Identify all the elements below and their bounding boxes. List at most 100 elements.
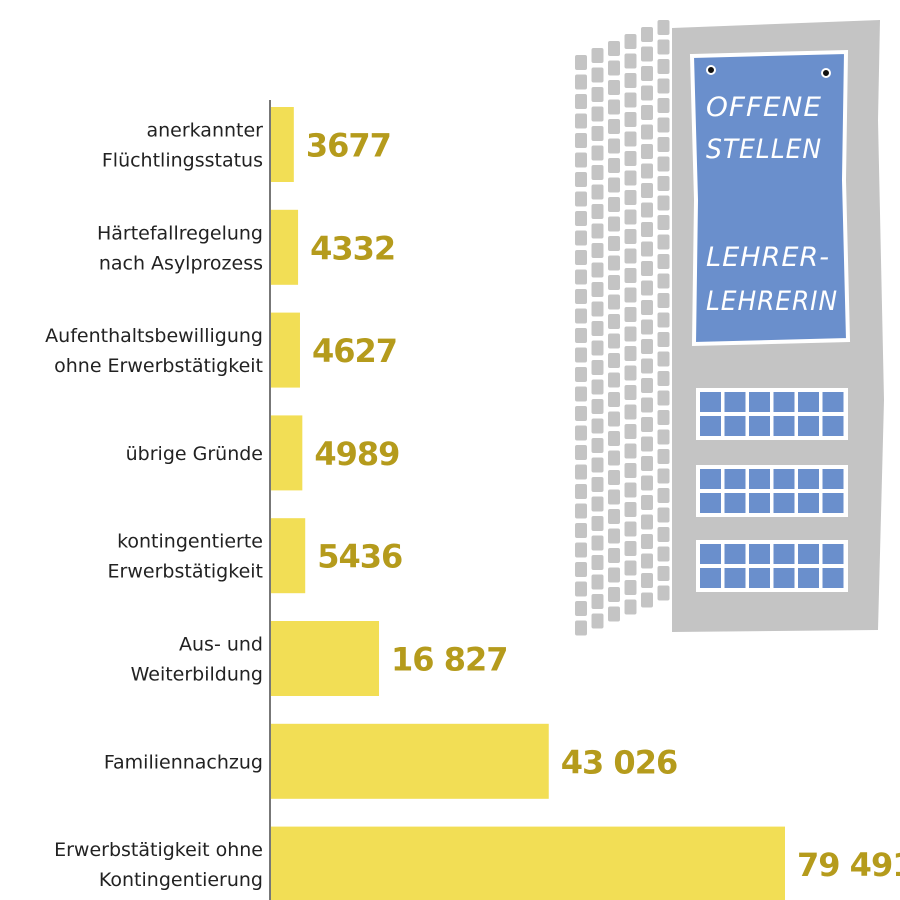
building-tile	[608, 236, 620, 251]
building-tile	[591, 340, 604, 356]
building-tile	[591, 145, 604, 161]
building-tile	[608, 138, 620, 154]
window-pane	[798, 544, 819, 564]
building-tile	[624, 443, 637, 459]
window-pane	[822, 493, 844, 513]
building-tile	[608, 353, 620, 368]
building-tile	[641, 573, 653, 588]
window-pane	[700, 544, 721, 564]
building-tile	[608, 470, 620, 485]
value-label: 79 491	[797, 846, 900, 884]
building-tile	[575, 425, 587, 441]
building-tile	[641, 319, 653, 335]
building-tile	[575, 347, 587, 363]
building-tile	[591, 594, 604, 609]
building-tile	[575, 133, 587, 148]
building-tile	[641, 66, 653, 81]
building-tile	[575, 230, 587, 246]
building-tile	[575, 601, 587, 616]
building-tile	[624, 287, 637, 303]
category-label: übrige Gründe	[126, 443, 263, 465]
building-tile	[608, 80, 620, 95]
category-label: anerkannter	[146, 120, 263, 142]
building-tile	[608, 41, 620, 56]
building-tile	[657, 78, 670, 94]
building-tile	[591, 379, 604, 395]
building-tile	[608, 314, 620, 329]
bar	[270, 415, 303, 491]
window-pane	[749, 469, 770, 489]
building-tile	[641, 105, 653, 120]
building-tile	[575, 484, 587, 499]
bar	[270, 723, 549, 799]
building-tile	[575, 211, 587, 226]
building-tile	[608, 392, 620, 407]
window-pane	[724, 568, 746, 588]
value-label: 3677	[306, 127, 391, 165]
category-label: Härtefallregelung	[97, 222, 263, 244]
building-tile	[575, 503, 587, 519]
sign-text-line: LEHRER-	[706, 242, 830, 273]
building-tile	[641, 85, 653, 101]
building-tile	[624, 209, 637, 225]
building-tile	[624, 151, 637, 166]
building-tile	[575, 542, 587, 558]
category-label: Erwerbstätigkeit ohne	[54, 839, 263, 861]
building-tile	[575, 191, 587, 207]
building-tile	[624, 248, 637, 264]
building-tile	[624, 580, 637, 595]
building-tile	[657, 215, 670, 230]
sign-text-line: LEHRERIN	[706, 286, 838, 317]
window-pane	[749, 568, 770, 588]
building-tile	[657, 39, 670, 55]
building-tile	[624, 521, 637, 537]
bar	[270, 312, 300, 388]
bar	[270, 107, 294, 182]
building-tile	[575, 464, 587, 480]
building-tile	[657, 566, 670, 581]
building-tile	[657, 332, 670, 347]
building-tile	[575, 308, 587, 324]
building-tile	[608, 158, 620, 173]
building-tile	[591, 418, 604, 434]
building-tile	[608, 411, 620, 427]
window-pane	[822, 416, 844, 436]
building-tile	[641, 495, 653, 510]
building-tile	[591, 184, 604, 200]
category-label: kontingentierte	[117, 531, 263, 553]
building-tile	[591, 301, 604, 317]
building-tile	[575, 581, 587, 597]
sign-pin-icon	[821, 68, 831, 78]
building-tile	[591, 438, 604, 453]
building-tile	[624, 541, 637, 556]
building-tile	[657, 410, 670, 425]
building-tile	[575, 152, 587, 168]
building-tile	[641, 144, 653, 159]
building-tile	[641, 397, 653, 413]
building-tile	[591, 399, 604, 414]
building-tile	[624, 346, 637, 361]
building-tile	[575, 94, 587, 109]
window-pane	[700, 416, 721, 436]
building-tile	[591, 204, 604, 219]
window-pane	[724, 544, 746, 564]
building-tile	[624, 404, 637, 420]
window-pane	[773, 493, 795, 513]
category-label: Aus- und	[179, 634, 263, 656]
building-tile	[657, 390, 670, 406]
window-pane	[798, 493, 819, 513]
building-tile	[657, 156, 670, 172]
building-tile	[575, 620, 587, 636]
building-tile	[591, 496, 604, 512]
building-tile	[657, 312, 670, 328]
building-tile	[591, 48, 604, 63]
value-label: 4627	[312, 332, 397, 370]
building-tile	[575, 445, 587, 460]
window-pane	[700, 392, 721, 412]
building-illustration: OFFENE STELLEN LEHRER- LEHRERIN	[575, 20, 884, 636]
building-tile	[608, 294, 620, 310]
building-tile	[608, 216, 620, 232]
building-tile	[624, 112, 637, 127]
category-label: Flüchtlingsstatus	[102, 150, 263, 172]
building-tile	[591, 516, 604, 531]
